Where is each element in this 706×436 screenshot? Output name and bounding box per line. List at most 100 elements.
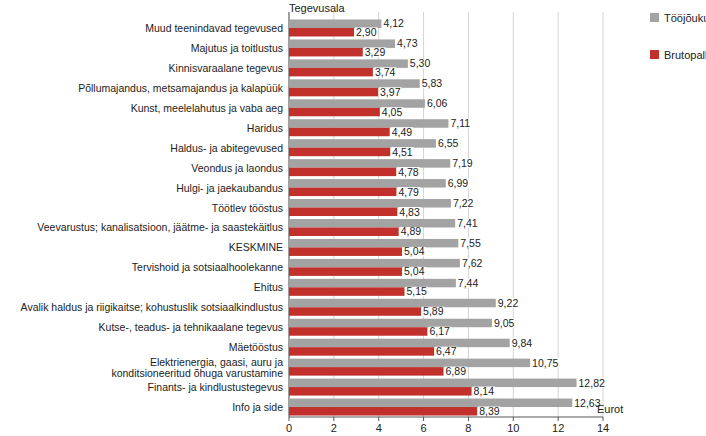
category-label: Avalik haldus ja riigikaitse; kohustusli…: [21, 301, 283, 313]
data-label: 4,89: [401, 225, 422, 237]
bar: [289, 88, 378, 97]
category-label: Mäetööstus: [229, 341, 283, 353]
data-label: 9,84: [512, 337, 533, 349]
data-label: 6,55: [438, 137, 459, 149]
data-label: 5,83: [422, 77, 443, 89]
category-label: Ehitus: [254, 281, 283, 293]
data-label: 7,55: [460, 237, 481, 249]
legend-label: Tööjõukulu: [664, 12, 706, 24]
tick-label: 10: [507, 422, 519, 434]
category-label: Haridus: [247, 122, 283, 134]
data-label: 3,74: [375, 66, 396, 78]
bar: [289, 108, 380, 117]
data-label: 4,49: [392, 126, 413, 138]
category-label: Haldus- ja abitegevused: [170, 142, 283, 154]
category-label: Finants- ja kindlustustegevus: [148, 381, 283, 393]
bar: [289, 367, 444, 376]
bar: [289, 99, 425, 108]
bar: [289, 199, 451, 208]
data-label: 5,04: [404, 245, 425, 257]
category-label: Veevarustus; kanalisatsioon, jäätme- ja …: [37, 221, 283, 233]
chart: 02468101214Muud teenindavad tegevusedMaj…: [0, 0, 706, 436]
bar: [289, 179, 446, 188]
data-labels: 4,124,735,305,836,067,116,557,196,997,22…: [355, 17, 606, 417]
bar: [289, 128, 390, 137]
data-label: 4,51: [392, 146, 413, 158]
bar: [289, 379, 577, 388]
data-label: 6,06: [427, 97, 448, 109]
data-label: 7,41: [457, 217, 478, 229]
bar: [289, 347, 434, 356]
category-label: Hulgi- ja jaekaubandus: [176, 182, 283, 194]
data-label: 6,89: [446, 365, 467, 377]
tick-label: 2: [331, 422, 337, 434]
legend-swatch: [650, 50, 659, 59]
data-label: 6,17: [429, 325, 450, 337]
bar: [289, 307, 421, 316]
category-label: Kinnisvaraalane tegevus: [169, 62, 283, 74]
bar: [289, 299, 496, 308]
bar: [289, 387, 472, 396]
data-label: 7,44: [458, 277, 479, 289]
category-label: Kutse-, teadus- ja tehnikaalane tegevus: [99, 321, 283, 333]
data-label: 4,79: [398, 186, 419, 198]
bar: [289, 327, 427, 336]
tick-label: 4: [376, 422, 382, 434]
bar: [289, 208, 397, 217]
bar: [289, 119, 448, 128]
bar: [289, 247, 402, 256]
bar: [289, 168, 396, 177]
bar: [289, 259, 460, 268]
category-label: Põllumajandus, metsamajandus ja kalapüük: [78, 82, 284, 94]
data-label: 9,22: [498, 297, 519, 309]
tick-mark: [333, 417, 334, 421]
bar: [289, 68, 373, 77]
data-label: 5,89: [423, 305, 444, 317]
data-label: 4,05: [382, 106, 403, 118]
bar: [289, 267, 402, 276]
data-label: 12,82: [579, 377, 605, 389]
category-label: Muud teenindavad tegevused: [145, 22, 283, 34]
data-label: 3,97: [380, 86, 401, 98]
grid-line: [423, 12, 424, 417]
bar: [289, 407, 477, 416]
tick-mark: [378, 417, 379, 421]
data-label: 5,15: [407, 285, 428, 297]
data-label: 8,14: [474, 385, 495, 397]
bar: [289, 188, 396, 197]
axis-title: Tegevusala: [289, 2, 346, 14]
tick-label: 12: [552, 422, 564, 434]
grid-line: [468, 12, 469, 417]
data-label: 10,75: [532, 357, 558, 369]
data-label: 4,73: [397, 37, 418, 49]
category-label: Kunst, meelelahutus ja vaba aeg: [131, 102, 284, 114]
legend-swatch: [650, 13, 659, 22]
tick-mark: [289, 417, 290, 421]
bar: [289, 139, 436, 148]
bars: [289, 19, 577, 415]
bar: [289, 219, 455, 228]
data-label: 5,30: [410, 57, 431, 69]
grid-line: [603, 12, 604, 417]
bar: [289, 359, 530, 368]
bar: [289, 148, 390, 157]
tick-mark: [468, 417, 469, 421]
data-label: 7,19: [452, 157, 473, 169]
bar: [289, 279, 456, 288]
tick-mark: [558, 417, 559, 421]
bar: [289, 399, 572, 408]
category-label: Töötlev tööstus: [212, 202, 283, 214]
data-label: 7,22: [453, 197, 474, 209]
data-label: 4,78: [398, 166, 419, 178]
bar: [289, 159, 450, 168]
data-label: 5,04: [404, 265, 425, 277]
data-label: 8,39: [479, 405, 500, 417]
category-label: Tervishoid ja sotsiaalhoolekanne: [132, 261, 283, 273]
x-axis: [289, 417, 603, 418]
legend: TööjõukuluBrutopalk: [650, 12, 706, 61]
axis-title: Eurot: [597, 403, 623, 415]
data-label: 4,83: [399, 206, 420, 218]
data-label: 7,11: [450, 117, 470, 129]
category-label: KESKMINE: [229, 241, 283, 253]
grid: [289, 12, 603, 421]
